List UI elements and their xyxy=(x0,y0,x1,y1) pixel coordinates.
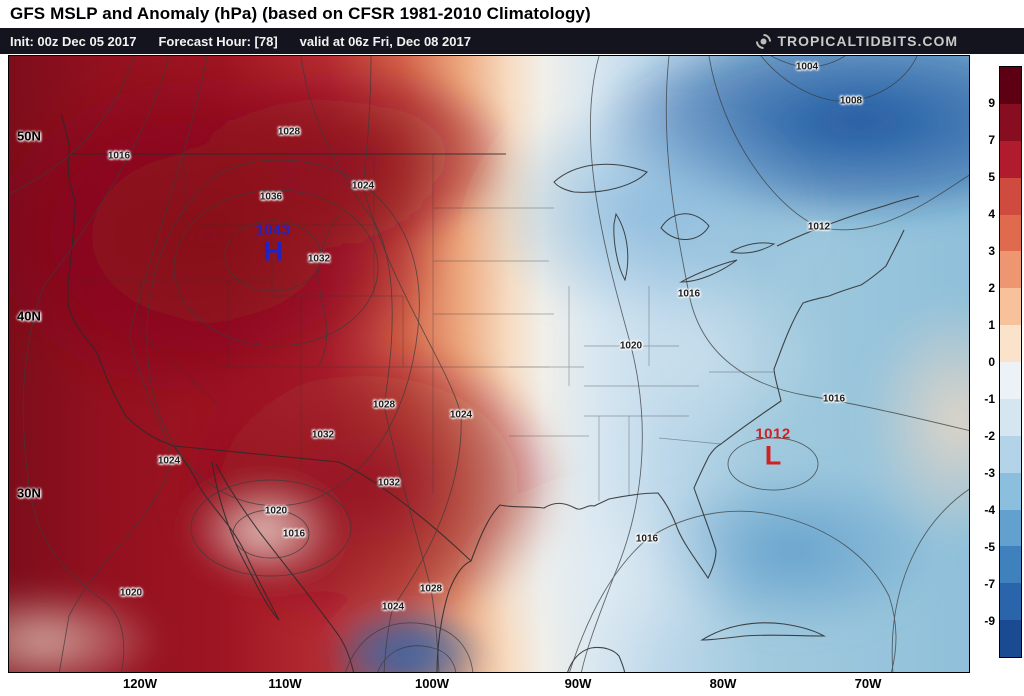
longitude-tick-label: 100W xyxy=(415,676,449,691)
colorbar-tick-label: -4 xyxy=(984,503,995,517)
colorbar-tick-label: 9 xyxy=(988,96,995,110)
longitude-axis: 120W 110W 100W 90W 80W 70W xyxy=(8,676,970,694)
init-time-label: Init: 00z Dec 05 2017 xyxy=(10,33,137,49)
colorbar-tick-label: 5 xyxy=(988,170,995,184)
colorbar-segment xyxy=(1000,177,1021,215)
colorbar-tick-label: 4 xyxy=(988,207,995,221)
longitude-tick-label: 90W xyxy=(564,676,592,691)
longitude-tick-label: 70W xyxy=(854,676,882,691)
colorbar-segment xyxy=(1000,398,1021,436)
anomaly-colorbar: 9 7 5 4 3 2 1 0 -1 -2 -3 -4 -5 -7 -9 xyxy=(982,66,1022,658)
colorbar-tick-label: 2 xyxy=(988,281,995,295)
colorbar-tick-label: 3 xyxy=(988,244,995,258)
forecast-hour-label: Forecast Hour: [78] xyxy=(158,33,278,49)
colorbar-segment xyxy=(1000,362,1021,399)
map-title-text: GFS MSLP and Anomaly (hPa) (based on CFS… xyxy=(10,4,591,23)
colorbar-tick-label: -5 xyxy=(984,540,995,554)
brand-text: TROPICALTIDBITS.COM xyxy=(777,33,958,49)
colorbar-strip xyxy=(999,66,1022,658)
colorbar-segment xyxy=(1000,509,1021,547)
colorbar-segment xyxy=(1000,435,1021,473)
isobar-contours xyxy=(9,56,969,672)
great-lakes xyxy=(553,163,776,283)
colorbar-tick-label: 1 xyxy=(988,318,995,332)
colorbar-segment xyxy=(1000,620,1021,657)
colorbar-segment xyxy=(1000,583,1021,621)
colorbar-segment xyxy=(1000,325,1021,362)
colorbar-tick-label: -7 xyxy=(984,577,995,591)
anomaly-field-art xyxy=(9,56,969,672)
page-title: GFS MSLP and Anomaly (hPa) (based on CFS… xyxy=(0,0,1024,28)
colorbar-tick-label: -9 xyxy=(984,614,995,628)
colorbar-segment xyxy=(1000,67,1021,104)
colorbar-tick-label: -1 xyxy=(984,392,995,406)
colorbar-segment xyxy=(1000,251,1021,289)
colorbar-segment xyxy=(1000,103,1021,141)
hurricane-logo-icon xyxy=(756,33,772,49)
valid-time-label: valid at 06z Fri, Dec 08 2017 xyxy=(299,33,471,49)
longitude-tick-label: 80W xyxy=(709,676,737,691)
colorbar-segment xyxy=(1000,140,1021,178)
colorbar-tick-label: 0 xyxy=(988,355,995,369)
colorbar-tick-label: -2 xyxy=(984,429,995,443)
colorbar-segment xyxy=(1000,214,1021,252)
anomaly-shading xyxy=(9,56,969,672)
longitude-tick-label: 120W xyxy=(123,676,157,691)
colorbar-tick-label: 7 xyxy=(988,133,995,147)
brand: TROPICALTIDBITS.COM xyxy=(756,33,958,49)
colorbar-segment xyxy=(1000,472,1021,510)
colorbar-segment xyxy=(1000,288,1021,326)
longitude-tick-label: 110W xyxy=(268,676,302,691)
colorbar-tick-label: -3 xyxy=(984,466,995,480)
weather-map: 1016 1028 1024 1036 1032 1004 1008 1012 1016 1020… xyxy=(8,55,970,673)
info-bar: Init: 00z Dec 05 2017 Forecast Hour: [78… xyxy=(0,28,1024,54)
colorbar-segment xyxy=(1000,546,1021,584)
